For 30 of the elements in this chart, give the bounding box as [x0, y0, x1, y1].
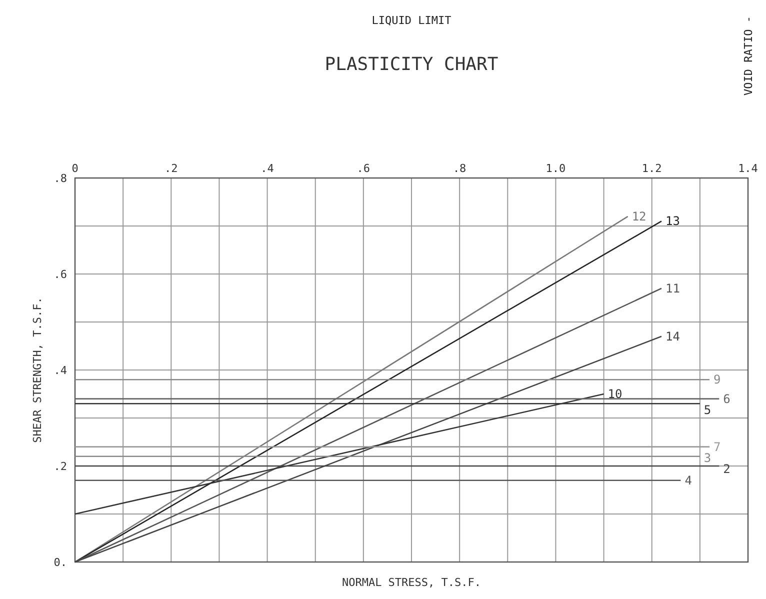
series-label: 9: [714, 372, 721, 387]
series-label: 11: [665, 281, 680, 296]
series-label: 4: [684, 473, 692, 488]
x-tick-label: 1.4: [738, 162, 758, 175]
x-tick-label: .2: [164, 162, 178, 175]
y-axis-title: SHEAR STRENGTH, T.S.F.: [31, 297, 44, 443]
series-label: 3: [704, 450, 712, 465]
series-label: 13: [665, 214, 680, 228]
x-tick-label: 1.2: [642, 162, 662, 175]
series-label: 14: [665, 329, 680, 344]
text: LIQUID LIMIT: [372, 14, 452, 27]
series-label: 6: [723, 392, 730, 406]
chart-title: PLASTICITY CHART: [324, 54, 498, 75]
x-tick-label: 1.0: [546, 162, 566, 175]
y-tick-label: .2: [54, 460, 67, 473]
text: VOID RATIO -: [742, 16, 755, 96]
x-tick-label: .4: [260, 162, 274, 175]
series-label: 7: [714, 440, 721, 454]
series-label: 10: [608, 387, 622, 401]
series-label: 12: [632, 209, 646, 224]
series-label: 5: [704, 402, 712, 417]
y-tick-label: .4: [54, 364, 68, 377]
series-label: 2: [723, 462, 730, 476]
x-axis-title: NORMAL STRESS, T.S.F.: [342, 576, 482, 589]
y-tick-label: .6: [54, 268, 67, 281]
x-tick-label: .8: [452, 162, 466, 175]
x-tick-label: .6: [356, 162, 370, 175]
x-tick-label: 0: [72, 162, 78, 175]
y-tick-label: .8: [54, 172, 67, 185]
y-tick-label: 0.: [54, 556, 67, 569]
